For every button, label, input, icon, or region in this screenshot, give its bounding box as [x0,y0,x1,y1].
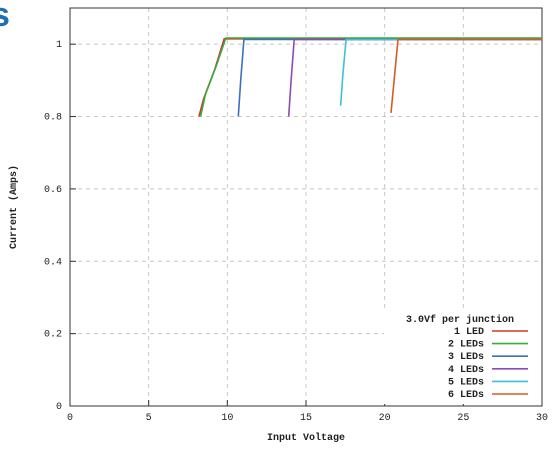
legend-label-3: 3 LEDs [448,352,484,363]
series-line-6 [390,38,542,113]
legend-label-6: 6 LEDs [448,390,484,401]
legend-title: 3.0Vf per junction [406,314,514,326]
series-line-5 [339,38,542,106]
brand-glyph-fragment: s [0,2,14,32]
y-tick-label: 0.8 [44,113,62,124]
y-tick-label: 1 [56,40,62,51]
x-tick-label: 15 [300,413,312,424]
y-tick-label: 0.6 [44,185,62,196]
x-axis-label: Input Voltage [267,432,345,444]
series-line-1 [198,37,542,117]
legend-label-1: 1 LED [454,327,484,338]
axis-ticks: 0 5 10 15 20 25 30 0 0.2 0.4 0.6 0.8 1 [44,40,548,424]
x-tick-label: 10 [221,413,233,424]
series-line-2 [199,37,542,117]
x-tick-label: 30 [536,413,548,424]
x-tick-label: 0 [67,413,73,424]
brand-glyph: s [0,2,10,32]
series-lines [198,37,542,117]
series-line-4 [287,38,542,117]
x-tick-label: 25 [457,413,469,424]
x-tick-label: 20 [379,413,391,424]
legend-label-4: 4 LEDs [448,365,484,376]
y-tick-label: 0.2 [44,330,62,341]
legend-label-5: 5 LEDs [448,377,484,388]
y-axis-label: Current (Amps) [8,165,20,249]
series-line-3 [237,38,542,117]
y-tick-label: 0.4 [44,257,62,268]
y-tick-label: 0 [56,402,62,413]
legend-label-2: 2 LEDs [448,340,484,351]
x-tick-label: 5 [146,413,152,424]
